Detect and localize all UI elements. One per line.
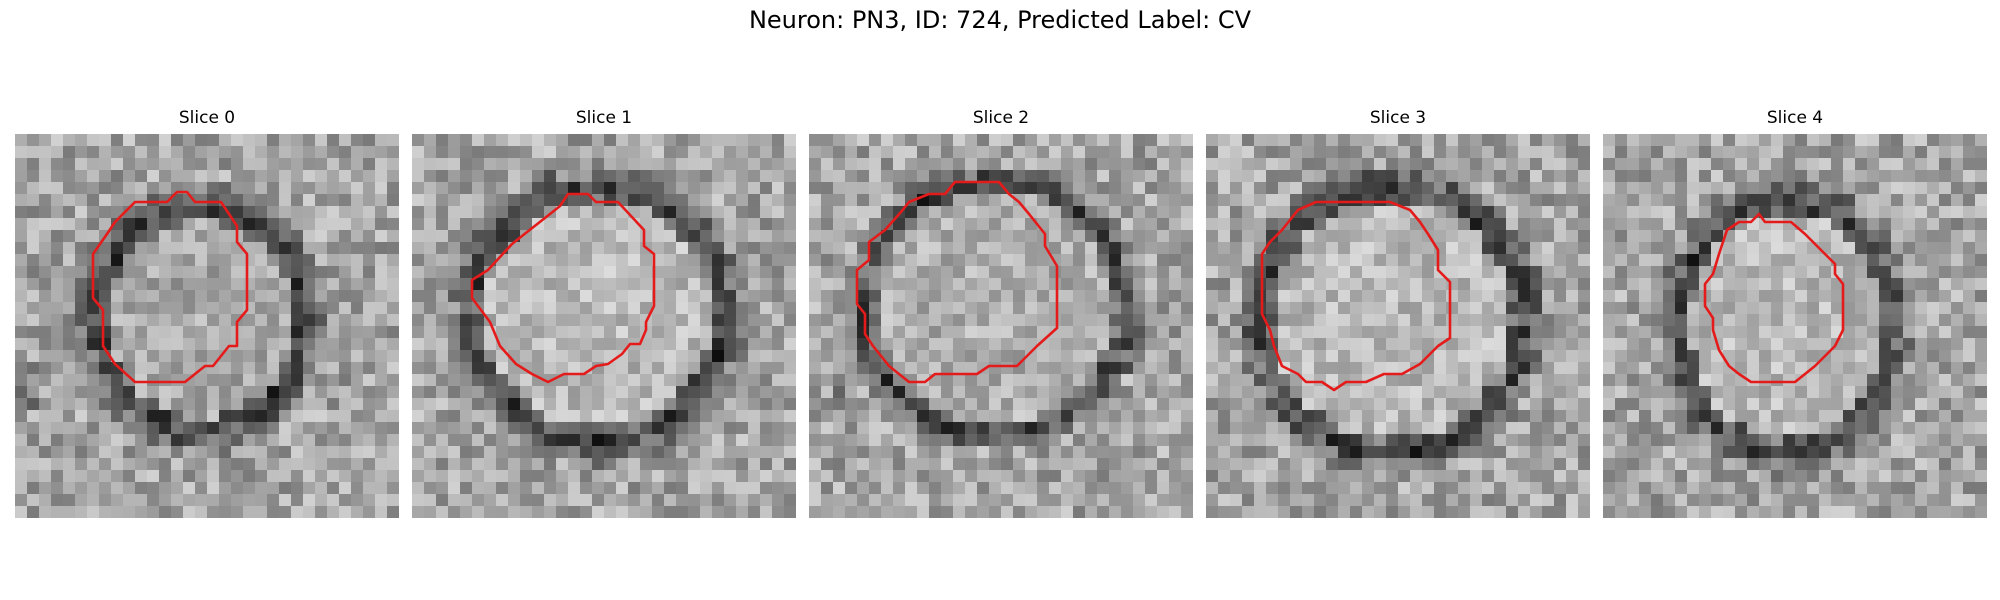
slice-title: Slice 1 [575, 108, 633, 128]
slice-title: Slice 2 [972, 108, 1030, 128]
slice-title: Slice 0 [178, 108, 236, 128]
grayscale-pixel-grid [1206, 134, 1590, 518]
segmentation-contour [1703, 212, 1845, 384]
figure-title: Neuron: PN3, ID: 724, Predicted Label: C… [748, 6, 1252, 34]
slice-image [15, 134, 399, 518]
grayscale-pixel-grid [15, 134, 399, 518]
segmentation-contour [1260, 200, 1452, 392]
grayscale-pixel-grid [809, 134, 1193, 518]
slice-image [1603, 134, 1987, 518]
segmentation-contour [91, 190, 249, 384]
slice-image [412, 134, 796, 518]
slice-title: Slice 3 [1369, 108, 1427, 128]
grayscale-pixel-grid [1603, 134, 1987, 518]
slice-title: Slice 4 [1766, 108, 1824, 128]
slice-image [1206, 134, 1590, 518]
segmentation-contour [470, 192, 656, 384]
grayscale-pixel-grid [412, 134, 796, 518]
slice-image [809, 134, 1193, 518]
segmentation-contour [855, 180, 1059, 384]
